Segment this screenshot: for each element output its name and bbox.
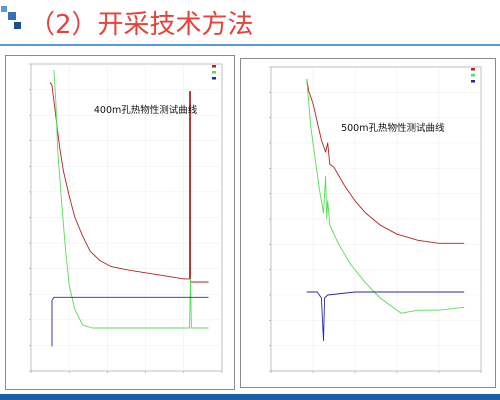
chart-title: 400m孔热物性测试曲线 — [94, 104, 198, 116]
legend-swatch-2 — [471, 74, 475, 77]
title-bar: （2）开采技术方法 — [0, 0, 500, 48]
square-2 — [8, 12, 16, 20]
series-line-2 — [306, 79, 465, 314]
title-rule — [0, 44, 500, 46]
series-line-3 — [306, 291, 465, 342]
series-line-1 — [306, 79, 465, 244]
chart-svg: 500m孔热物性测试曲线 — [269, 66, 482, 373]
chart-title: 500m孔热物性测试曲线 — [341, 122, 445, 134]
legend-swatch-1 — [471, 68, 475, 71]
square-3 — [14, 22, 21, 29]
chart-400m: 400m孔热物性测试曲线 — [5, 55, 235, 390]
chart-svg: 400m孔热物性测试曲线 — [29, 63, 223, 373]
square-1 — [1, 6, 7, 12]
title-squares-icon — [1, 6, 21, 29]
series-line-3 — [51, 296, 209, 347]
footer-bar — [0, 394, 500, 400]
chart-500m: 500m孔热物性测试曲线 — [240, 58, 496, 388]
page-title: （2）开采技术方法 — [29, 10, 254, 40]
legend-swatch-3 — [212, 77, 216, 80]
legend-swatch-2 — [212, 71, 216, 74]
series-line-1 — [49, 82, 209, 283]
legend-swatch-3 — [471, 80, 475, 83]
legend-swatch-1 — [212, 65, 216, 68]
series-line-2 — [53, 70, 209, 329]
